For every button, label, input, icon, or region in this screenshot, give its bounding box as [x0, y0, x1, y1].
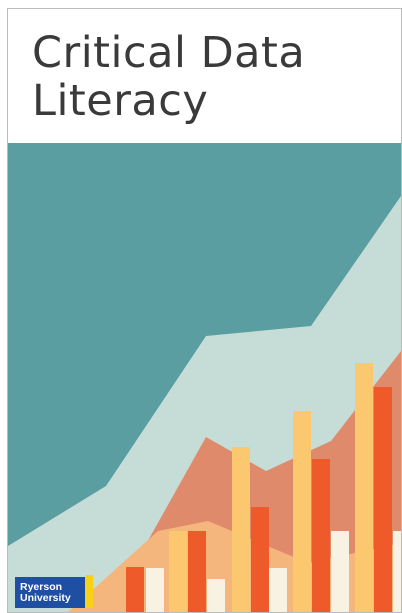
bar — [188, 531, 206, 612]
bar — [269, 568, 287, 612]
book-cover: Critical Data Literacy Ryerson Universit… — [7, 8, 402, 613]
bar — [251, 507, 269, 612]
logo-text: University — [20, 593, 85, 604]
bar — [312, 459, 330, 612]
bar — [232, 447, 250, 612]
cover-art — [8, 143, 401, 612]
university-logo: Ryerson University — [15, 577, 85, 608]
bar — [293, 411, 311, 612]
bar — [169, 531, 187, 612]
logo-accent — [85, 575, 93, 608]
bar — [374, 387, 392, 612]
bar — [393, 531, 401, 612]
bar — [331, 531, 349, 612]
title: Critical Data Literacy — [32, 29, 362, 125]
bar — [126, 567, 144, 612]
bar — [207, 579, 225, 612]
bar — [355, 363, 373, 612]
bar — [146, 568, 164, 612]
